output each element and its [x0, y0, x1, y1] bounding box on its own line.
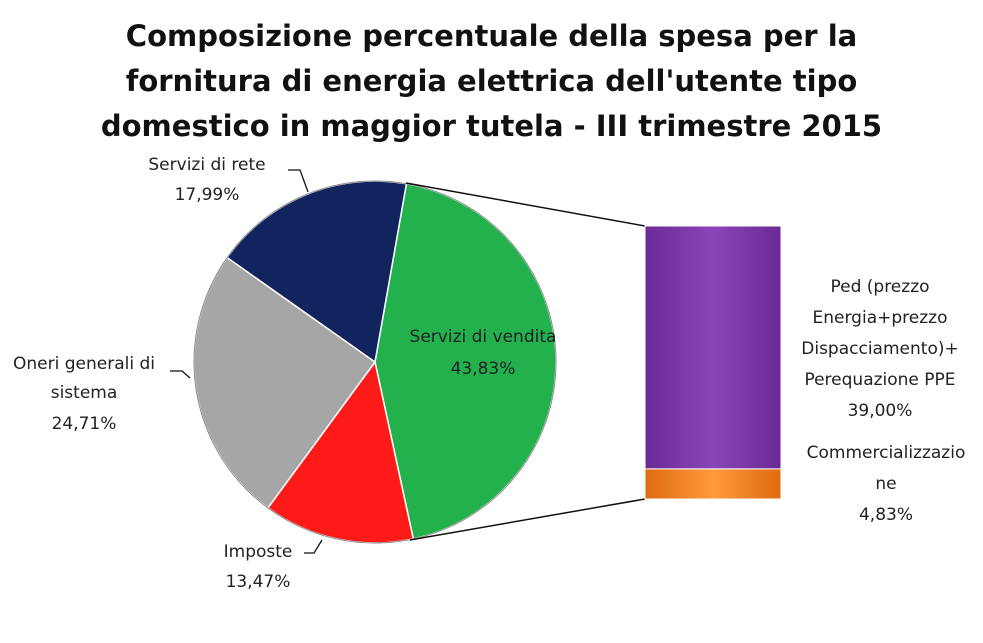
- pie-group: [193, 180, 557, 544]
- bar-segment-ped-prezzo: [644, 225, 782, 470]
- connector-lines: [405, 182, 646, 541]
- label-servizi-di-vendita: Servizi di vendita: [410, 327, 557, 347]
- label-ped-line-3: Dispacciamento)+: [801, 339, 958, 359]
- chart-title-line-2: fornitura di energia elettrica dell'uten…: [125, 64, 858, 98]
- chart-title-line-3: domestico in maggior tutela - III trimes…: [100, 109, 883, 143]
- value-oneri: 24,71%: [52, 414, 117, 434]
- value-servizi-di-vendita: 43,83%: [451, 359, 516, 379]
- leader-imposte: [304, 539, 323, 554]
- pie-outline: [193, 180, 557, 544]
- label-ped-line-1: Ped (prezzo: [830, 277, 929, 297]
- data-labels: Servizi di rete 17,99% Servizi di vendit…: [13, 155, 965, 592]
- breakdown-bar: [644, 225, 782, 500]
- label-oneri-line-2: sistema: [51, 383, 118, 403]
- value-ped: 39,00%: [848, 401, 913, 421]
- connector-bottom: [409, 498, 646, 541]
- label-ped-line-4: Perequazione PPE: [804, 370, 955, 390]
- value-imposte: 13,47%: [226, 572, 291, 592]
- value-servizi-di-rete: 17,99%: [175, 185, 240, 205]
- label-oneri-line-1: Oneri generali di: [13, 354, 155, 374]
- chart-title-line-1: Composizione percentuale della spesa per…: [125, 19, 858, 53]
- label-ped-line-2: Energia+prezzo: [813, 308, 948, 328]
- value-commercializzazione: 4,83%: [859, 505, 913, 525]
- chart-title: Composizione percentuale della spesa per…: [0, 14, 983, 149]
- label-imposte: Imposte: [224, 542, 293, 562]
- label-commercializzazione-line-2: ne: [875, 474, 896, 494]
- leader-servizi-di-rete: [288, 169, 309, 193]
- bar-segment-commercializzazio: [644, 468, 782, 500]
- leader-oneri: [170, 370, 191, 379]
- label-servizi-di-rete: Servizi di rete: [148, 155, 265, 175]
- connector-top: [405, 182, 646, 227]
- label-commercializzazione-line-1: Commercializzazio: [807, 443, 966, 463]
